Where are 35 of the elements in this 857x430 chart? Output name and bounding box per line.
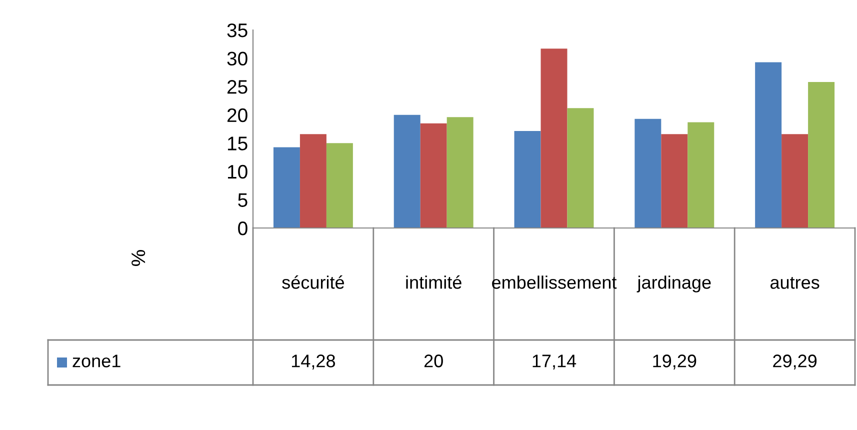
y-tick-label: 0	[238, 221, 248, 236]
y-tick-label: 30	[227, 52, 248, 66]
bar	[514, 131, 541, 228]
bar	[782, 134, 808, 228]
bar	[634, 118, 662, 228]
bar	[326, 143, 353, 228]
y-tick-label: 20	[227, 108, 248, 122]
data-label: 14,28	[292, 354, 336, 370]
x-tick-label: sécurité	[282, 275, 344, 289]
y-axis-title: %	[132, 250, 146, 266]
bar	[808, 82, 835, 228]
bar	[688, 122, 714, 228]
x-tick-label: jardinage	[636, 276, 711, 292]
data-label: 17,14	[532, 354, 576, 370]
bar	[300, 134, 326, 228]
data-label: 20	[424, 354, 443, 368]
bar	[755, 62, 782, 228]
data-label: 19,29	[653, 354, 696, 370]
x-tick-label: intimité	[406, 275, 462, 289]
bar	[273, 147, 300, 228]
y-tick-label: 5	[238, 193, 248, 207]
x-tick-label: autres	[770, 276, 820, 289]
y-tick-label: 35	[227, 23, 248, 38]
data-label: 29,29	[773, 354, 817, 370]
y-tick-label: 25	[227, 80, 248, 94]
bar	[446, 117, 474, 228]
legend-label: zone1	[72, 354, 120, 368]
bar	[420, 123, 447, 228]
bar	[661, 134, 688, 228]
y-tick-label: 10	[228, 164, 248, 179]
bar	[567, 108, 594, 228]
x-tick-label: embellissement	[492, 276, 617, 289]
bar	[540, 48, 568, 228]
y-tick-label: 15	[228, 136, 248, 150]
bar	[394, 114, 420, 228]
